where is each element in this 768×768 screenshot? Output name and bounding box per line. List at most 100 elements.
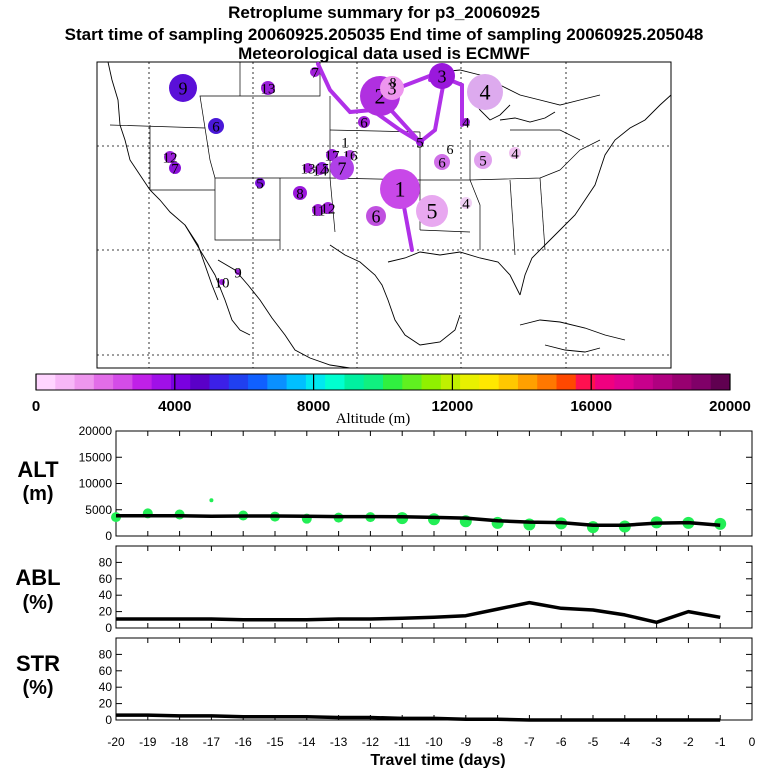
plume-cluster-marker — [164, 151, 176, 163]
colorbar-swatch — [633, 374, 654, 390]
colorbar-swatch — [228, 374, 249, 390]
y-tick-label: 0 — [105, 621, 112, 635]
y-tick-label: 60 — [99, 572, 113, 586]
altitude-cluster-marker — [491, 516, 504, 529]
plume-cluster-label: 5 — [416, 135, 424, 151]
meteorological-data-line: Meteorological data used is ECMWF — [238, 44, 530, 63]
plume-cluster-marker — [474, 151, 492, 169]
panel-frame — [115, 637, 753, 721]
x-tick-label: -9 — [460, 735, 471, 749]
colorbar-swatch — [305, 374, 326, 390]
plume-cluster-label: 1 — [341, 135, 349, 151]
plume-cluster: 7 — [169, 161, 181, 177]
colorbar-swatch — [537, 374, 557, 390]
plume-cluster-label: 3 — [388, 78, 397, 98]
colorbar-tick-label: 8000 — [297, 398, 330, 415]
colorbar-swatch — [344, 374, 365, 390]
colorbar-swatch — [460, 374, 480, 390]
plume-cluster-marker — [261, 81, 275, 95]
colorbar-swatch — [74, 374, 95, 390]
plume-cluster-marker — [219, 279, 225, 285]
colorbar-swatches — [36, 374, 731, 390]
str-panel-unit: (%) — [22, 677, 54, 699]
plume-cluster-marker — [310, 67, 320, 77]
plume-cluster: 4 — [467, 74, 503, 110]
x-tick-label: 0 — [749, 735, 756, 749]
x-tick-label: -19 — [139, 735, 157, 749]
sampling-time-line: Start time of sampling 20060925.205035 E… — [64, 25, 704, 44]
plume-cluster-label: 5 — [427, 199, 438, 224]
y-tick-label: 80 — [99, 555, 113, 569]
plume-cluster: 6 — [358, 115, 370, 131]
plume-cluster-label: 1 — [395, 177, 406, 202]
colorbar-swatch — [267, 374, 288, 390]
plume-cluster-marker — [380, 169, 420, 209]
plume-cluster-marker — [303, 163, 313, 173]
plume-cluster: 4 — [509, 146, 521, 162]
plume-cluster-label: 13 — [261, 81, 276, 97]
plume-cluster-label: 4 — [511, 146, 519, 162]
plume-cluster-label: 9 — [179, 78, 188, 98]
time-series-panels: 0 5000 10000 15000 20000 0 20 40 60 80 0 20 40 60 80 -2… — [79, 424, 756, 768]
colorbar-swatch — [710, 374, 731, 390]
plume-cluster: 6 — [434, 154, 450, 171]
plume-cluster: 8 — [293, 186, 307, 202]
alt-panel-unit: (m) — [22, 483, 54, 505]
colorbar-swatch — [402, 374, 422, 390]
plume-extra-label: 6 — [447, 143, 454, 158]
alt-panel-title: ALT — [17, 457, 59, 482]
plume-cluster-marker — [416, 138, 424, 146]
x-tick-label: -12 — [362, 735, 380, 749]
plume-cluster: 4 — [462, 115, 470, 131]
y-tick-label: 15000 — [79, 450, 113, 464]
plume-cluster-label: 7 — [311, 65, 319, 81]
colorbar-swatch — [614, 374, 635, 390]
plume-cluster-marker — [312, 204, 324, 216]
plume-cluster: 1 — [380, 169, 420, 209]
str-panel-title: STR — [16, 651, 60, 676]
plume-cluster: 6 — [208, 118, 224, 135]
altitude-colorbar: 0 4000 8000 12000 16000 20000 Altitude (m) — [32, 373, 751, 427]
x-tick-label: -15 — [266, 735, 284, 749]
x-tick-label: -4 — [619, 735, 630, 749]
plume-cluster: 5 — [474, 151, 492, 169]
colorbar-swatch — [170, 374, 191, 390]
plume-cluster-label: 7 — [171, 161, 179, 177]
plume-cluster-marker — [293, 186, 307, 200]
colorbar-swatch — [575, 374, 596, 390]
plume-cluster: 13 — [261, 81, 276, 97]
x-tick-label: -20 — [107, 735, 125, 749]
x-tick-label: -7 — [524, 735, 535, 749]
colorbar-swatch — [691, 374, 712, 390]
plume-cluster-marker — [509, 147, 521, 159]
colorbar-tick-label: 0 — [32, 398, 40, 415]
alt-series-line — [116, 514, 721, 527]
plume-cluster-marker — [208, 118, 224, 134]
x-tick-label: -6 — [556, 735, 567, 749]
y-tick-label: 0 — [105, 529, 112, 543]
str-series-line — [116, 713, 721, 722]
colorbar-tick-label: 4000 — [158, 398, 191, 415]
x-tick-label: -13 — [330, 735, 348, 749]
plume-cluster-marker — [358, 116, 370, 128]
y-tick-label: 80 — [99, 647, 113, 661]
plume-cluster-marker — [169, 162, 181, 174]
colorbar-tick-label: 12000 — [432, 398, 474, 415]
x-tick-label: -16 — [235, 735, 253, 749]
plume-cluster: 7 — [310, 65, 320, 81]
x-tick-label: -18 — [171, 735, 189, 749]
colorbar-swatch — [325, 374, 345, 390]
x-tick-label: -2 — [683, 735, 694, 749]
colorbar-ticks: 0 4000 8000 12000 16000 20000 — [32, 374, 751, 415]
plume-cluster-label: 13 — [301, 161, 316, 177]
plume-cluster: 5 — [255, 176, 265, 192]
plume-cluster-label: 12 — [321, 201, 336, 217]
plume-cluster-label: 6 — [212, 119, 220, 135]
colorbar-swatch — [383, 374, 403, 390]
y-tick-label: 0 — [105, 713, 112, 727]
plume-cluster-marker — [255, 178, 265, 188]
y-tick-label: 40 — [99, 680, 113, 694]
plume-cluster-label: 6 — [360, 115, 368, 131]
plume-cluster-label: 14 — [313, 163, 329, 179]
plume-cluster-marker — [434, 154, 450, 170]
